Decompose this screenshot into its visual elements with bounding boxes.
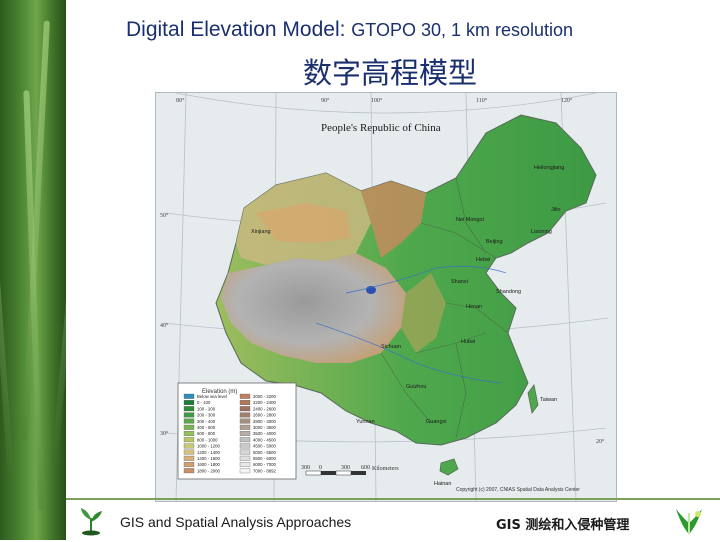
province-label: Liaoning xyxy=(531,229,552,235)
legend-label: 6000 - 7000 xyxy=(253,462,277,467)
legend-swatch xyxy=(239,424,251,430)
legend-swatch xyxy=(183,462,195,467)
legend-swatch xyxy=(239,449,251,455)
lat-label: 30° xyxy=(160,430,169,437)
legend-swatch xyxy=(239,468,251,474)
legend-swatch xyxy=(239,462,251,467)
footer-course-cn: GIS 测绘和入侵种管理 xyxy=(496,518,630,533)
legend-label: 400 - 600 xyxy=(197,425,216,430)
legend-label: 2400 - 2600 xyxy=(253,406,277,411)
lon-label: 120° xyxy=(561,97,573,104)
legend-title: Elevation (m) xyxy=(202,389,237,395)
legend-swatch xyxy=(183,455,195,461)
legend-label: 4000 - 4500 xyxy=(253,437,277,442)
legend-label: 2600 - 2800 xyxy=(253,413,277,418)
legend-swatch xyxy=(239,455,251,461)
lat-label: 50° xyxy=(160,212,169,219)
legend-label: 200 - 300 xyxy=(197,413,216,418)
scale-label-300a: 300 xyxy=(301,465,310,471)
leaf-logo-icon xyxy=(672,505,706,542)
legend-label: 5500 - 6000 xyxy=(253,456,277,461)
lon-label: 100° xyxy=(371,97,383,104)
dem-map: Elevation (m) Below sea level 0 - 100 100 … xyxy=(155,92,617,502)
legend-swatch xyxy=(239,443,251,449)
legend-swatch xyxy=(239,393,251,399)
legend-label: 1200 - 1400 xyxy=(197,450,221,455)
legend-swatch xyxy=(183,468,195,474)
legend-swatch xyxy=(183,443,195,449)
province-label: Shanxi xyxy=(451,279,468,285)
legend-label: 2800 - 3000 xyxy=(253,419,277,424)
legend-swatch xyxy=(183,431,195,436)
province-label: Sichuan xyxy=(381,344,401,350)
legend-label: 2000 - 2200 xyxy=(253,394,277,399)
legend-label: Below sea level xyxy=(197,394,227,399)
scale-unit: Kilometers xyxy=(372,466,399,472)
legend-label: 7000 - 8892 xyxy=(253,468,277,473)
grass-background-strip xyxy=(0,0,66,540)
legend-swatch xyxy=(239,418,251,424)
legend-swatch xyxy=(239,406,251,412)
legend-swatch xyxy=(183,412,195,418)
legend-label: 1800 - 2000 xyxy=(197,468,221,473)
lat-label: 20° xyxy=(596,438,605,445)
province-label: Guizhou xyxy=(406,384,427,390)
legend-swatch xyxy=(239,400,251,405)
legend-label: 800 - 1000 xyxy=(197,437,218,442)
legend-swatch xyxy=(183,424,195,430)
province-label: Heilongjiang xyxy=(534,165,564,171)
province-label: Taiwan xyxy=(540,397,557,403)
map-heading: People's Republic of China xyxy=(321,122,441,134)
legend-swatch xyxy=(183,418,195,424)
province-label: Nei Mongol xyxy=(456,217,484,223)
lon-label: 80° xyxy=(176,97,185,104)
scale-label-300b: 300 xyxy=(341,465,350,471)
province-label: Xinjiang xyxy=(251,229,271,235)
slide-title: Digital Elevation Model: GTOPO 30, 1 km … xyxy=(126,18,686,42)
legend-swatch xyxy=(183,406,195,412)
title-detail: GTOPO 30, 1 km resolution xyxy=(351,20,574,40)
province-label: Hebei xyxy=(476,257,490,263)
legend-swatch xyxy=(239,412,251,418)
province-label: Henan xyxy=(466,304,482,310)
plant-logo-icon xyxy=(78,506,104,541)
footer-course-title: GIS and Spatial Analysis Approaches xyxy=(120,514,352,530)
province-label: Yunnan xyxy=(356,419,375,425)
legend-swatch xyxy=(183,437,195,443)
legend-label: 1400 - 1600 xyxy=(197,456,221,461)
legend-label: 1600 - 1800 xyxy=(197,462,221,467)
legend-label: 2200 - 2400 xyxy=(253,400,277,405)
legend-label: 100 - 200 xyxy=(197,406,216,411)
legend-label: 0 - 100 xyxy=(197,400,211,405)
province-label: Shandong xyxy=(496,289,521,295)
map-credit: Copyright (c) 2007, CNIAS Spatial Data A… xyxy=(456,487,580,493)
legend-label: 300 - 400 xyxy=(197,419,216,424)
legend-swatch xyxy=(183,400,195,405)
slide-subtitle-cn: 数字高程模型 xyxy=(302,56,477,90)
legend-swatch xyxy=(183,449,195,455)
province-label: Jilin xyxy=(551,207,560,213)
legend-label: 1000 - 1200 xyxy=(197,444,221,449)
legend-swatch xyxy=(239,437,251,443)
title-main: Digital Elevation Model: xyxy=(126,18,352,41)
legend-label: 4500 - 5000 xyxy=(253,444,277,449)
legend-label: 3500 - 4000 xyxy=(253,431,277,436)
scale-label-600: 600 xyxy=(361,465,370,471)
legend-swatch xyxy=(239,431,251,436)
footer-divider xyxy=(66,498,720,500)
legend-label: 5000 - 5500 xyxy=(253,450,277,455)
province-label: Hainan xyxy=(434,481,451,487)
lat-label: 40° xyxy=(160,322,169,329)
legend-label: 600 - 800 xyxy=(197,431,216,436)
province-label: Hubei xyxy=(461,339,475,345)
province-label: Beijing xyxy=(486,239,503,245)
lon-label: 90° xyxy=(321,97,330,104)
lon-label: 110° xyxy=(476,97,488,104)
legend-label: 3000 - 3500 xyxy=(253,425,277,430)
province-label: Guangxi xyxy=(426,419,447,425)
legend-swatch xyxy=(183,393,195,399)
scale-label-0: 0 xyxy=(319,465,322,471)
